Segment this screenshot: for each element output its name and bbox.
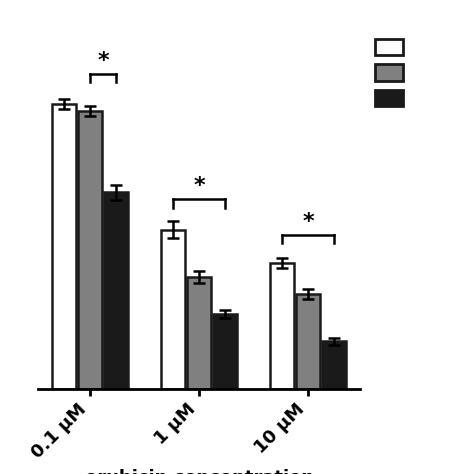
Bar (187, 277, 211, 389)
Text: *: * (97, 51, 109, 71)
X-axis label: orubicin concentration: orubicin concentration (84, 469, 314, 474)
Bar (78, 111, 102, 389)
Bar (104, 192, 128, 389)
Bar (52, 104, 76, 389)
Bar (296, 294, 320, 389)
Bar (322, 341, 346, 389)
Bar (213, 314, 237, 389)
Legend: , , : , , (370, 33, 420, 112)
Bar (270, 264, 294, 389)
Text: *: * (302, 212, 314, 232)
Text: *: * (193, 176, 205, 196)
Bar (161, 229, 185, 389)
